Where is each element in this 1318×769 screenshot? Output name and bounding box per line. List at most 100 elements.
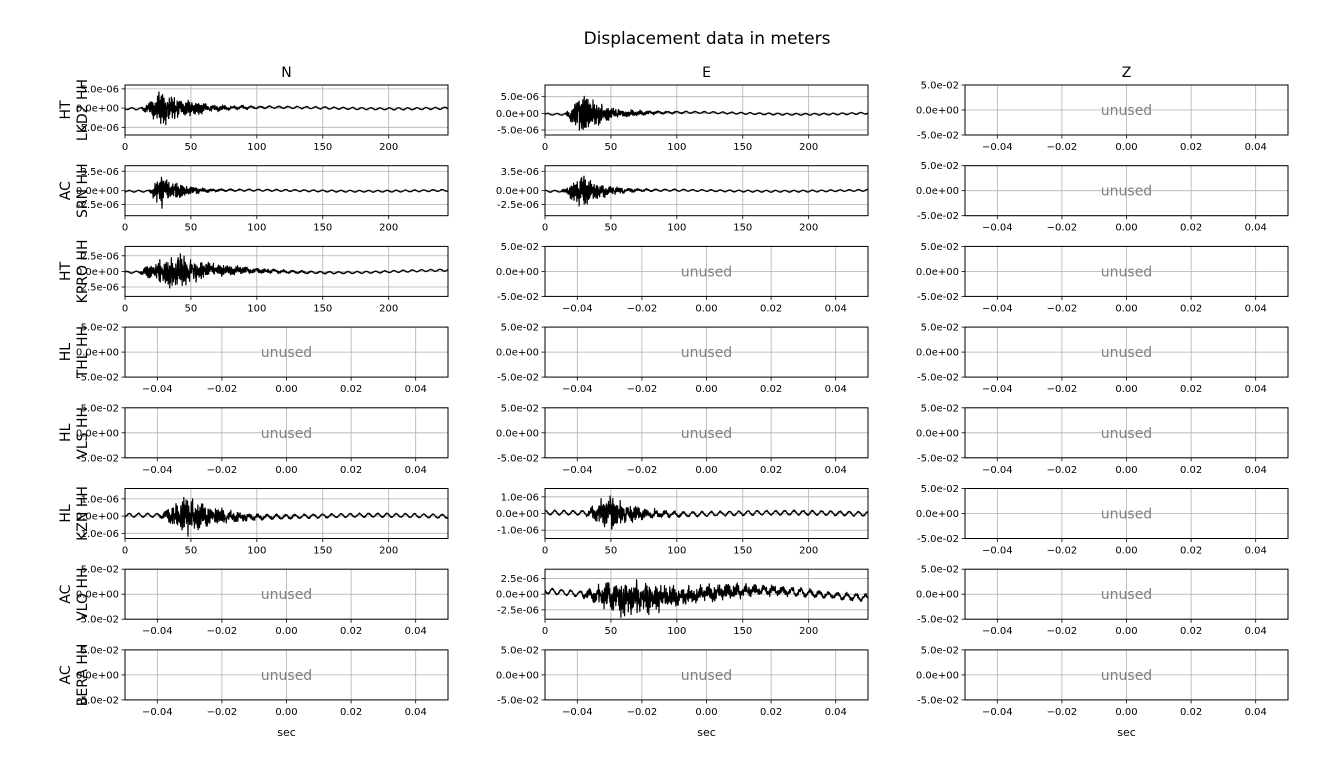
unused-label: unused xyxy=(1101,668,1152,684)
x-tick-label: −0.04 xyxy=(982,546,1013,557)
x-tick-label: 200 xyxy=(379,223,398,234)
unused-label: unused xyxy=(261,587,312,603)
panel-r7-c2: −0.04 −0.02 0.00 0.02 0.04 5.0e-02 0.0e+00 -5.0… xyxy=(916,645,1289,718)
x-tick-label: 0.04 xyxy=(1245,465,1267,476)
x-tick-label: 0.00 xyxy=(275,384,297,395)
x-tick-label: −0.04 xyxy=(142,626,173,637)
y-tick-label: 3.5e-06 xyxy=(501,167,539,178)
row-label-station: SRN HH xyxy=(75,163,91,218)
x-tick-label: 0.04 xyxy=(1245,384,1267,395)
x-tick-label: −0.04 xyxy=(982,142,1013,153)
unused-label: unused xyxy=(681,264,732,280)
x-tick-label: 0.04 xyxy=(825,303,847,314)
y-tick-label: -5.0e-02 xyxy=(917,695,959,706)
y-tick-label: -5.0e-02 xyxy=(917,292,959,303)
y-tick-label: 5.0e-02 xyxy=(81,645,119,656)
y-tick-label: -2.5e-06 xyxy=(77,200,119,211)
x-tick-label: −0.02 xyxy=(627,707,658,718)
panel-r5-c0: 0 50 100 150 200 1.0e-06 0.0e+00 -1.0e-06 xyxy=(76,488,449,557)
row-label-network: AC xyxy=(58,665,74,684)
row-label-network: HT xyxy=(58,100,74,120)
x-tick-label: 0 xyxy=(122,142,128,153)
x-tick-label: −0.04 xyxy=(982,223,1013,234)
x-tick-label: 0.04 xyxy=(405,465,427,476)
x-tick-label: −0.04 xyxy=(982,707,1013,718)
x-tick-label: 0.02 xyxy=(1180,142,1202,153)
seismogram-trace xyxy=(544,175,869,207)
panel-r6-c0: −0.04 −0.02 0.00 0.02 0.04 5.0e-02 0.0e+00 -5.0… xyxy=(76,565,449,637)
panel-frame xyxy=(964,245,1289,297)
y-tick-label: -5.0e-02 xyxy=(77,373,119,384)
x-tick-label: 0.04 xyxy=(405,626,427,637)
unused-label: unused xyxy=(1101,426,1152,442)
y-tick-label: 0.0e+00 xyxy=(76,428,119,439)
x-tick-label: 100 xyxy=(247,303,266,314)
x-tick-label: −0.04 xyxy=(982,384,1013,395)
y-tick-label: 0.0e+00 xyxy=(916,670,959,681)
x-tick-label: −0.04 xyxy=(562,465,593,476)
y-tick-label: 0.0e+00 xyxy=(496,267,539,278)
row-label-2: HT KPRO HH xyxy=(58,239,91,303)
y-tick-label: 5.0e-02 xyxy=(921,323,959,334)
x-tick-label: 0 xyxy=(542,626,548,637)
x-tick-label: 0.02 xyxy=(1180,626,1202,637)
panel-frame xyxy=(544,326,869,378)
y-tick-label: 0.0e+00 xyxy=(496,670,539,681)
unused-label: unused xyxy=(261,345,312,361)
unused-label: unused xyxy=(261,426,312,442)
x-tick-label: −0.02 xyxy=(207,465,238,476)
x-tick-label: 100 xyxy=(667,626,686,637)
panel-frame xyxy=(964,326,1289,378)
y-tick-label: -5.0e-02 xyxy=(917,131,959,142)
y-tick-label: 0.0e+00 xyxy=(916,590,959,601)
panel-frame xyxy=(124,84,449,136)
x-tick-label: −0.02 xyxy=(207,707,238,718)
y-tick-label: 5.0e-02 xyxy=(921,161,959,172)
x-tick-label: 0 xyxy=(542,546,548,557)
row-label-4: HL VLS HH xyxy=(58,407,91,459)
y-tick-label: 0.0e+00 xyxy=(76,348,119,359)
panel-r3-c0: −0.04 −0.02 0.00 0.02 0.04 5.0e-02 0.0e+00 -5.0… xyxy=(76,323,449,395)
y-tick-label: -5.0e-02 xyxy=(497,695,539,706)
y-tick-label: -5.0e-02 xyxy=(77,615,119,626)
x-tick-label: −0.02 xyxy=(1047,546,1078,557)
y-tick-label: 0.0e+00 xyxy=(496,428,539,439)
x-tick-label: 0.02 xyxy=(1180,384,1202,395)
y-tick-label: -2.5e-06 xyxy=(497,605,539,616)
x-tick-label: −0.04 xyxy=(982,465,1013,476)
x-tick-label: 100 xyxy=(247,223,266,234)
y-tick-label: 0.0e+00 xyxy=(76,186,119,197)
x-tick-label: 0.04 xyxy=(825,384,847,395)
x-tick-label: 100 xyxy=(667,142,686,153)
x-tick-label: 200 xyxy=(799,546,818,557)
x-tick-label: 50 xyxy=(605,223,618,234)
x-tick-label: 0.02 xyxy=(1180,303,1202,314)
x-tick-label: 0.02 xyxy=(340,707,362,718)
seismogram-trace xyxy=(124,253,449,289)
row-label-network: HT xyxy=(58,261,74,281)
panel-frame xyxy=(124,165,449,217)
row-label-3: HL THL HH xyxy=(58,326,91,379)
x-tick-label: −0.04 xyxy=(142,707,173,718)
y-tick-label: 1.0e-06 xyxy=(81,494,119,505)
y-tick-label: 0.0e+00 xyxy=(76,512,119,523)
y-tick-label: -5.0e-02 xyxy=(497,292,539,303)
y-tick-label: 5.0e-02 xyxy=(921,403,959,414)
x-tick-label: 50 xyxy=(605,626,618,637)
row-label-5: HL KZN HH xyxy=(58,486,91,541)
row-label-network: AC xyxy=(58,584,74,603)
x-tick-label: −0.02 xyxy=(627,384,658,395)
seismogram-trace xyxy=(124,496,449,537)
x-tick-label: 0.00 xyxy=(1115,142,1137,153)
y-tick-label: 0.0e+00 xyxy=(496,109,539,120)
y-tick-label: 0.0e+00 xyxy=(496,509,539,520)
y-tick-label: 5.0e-02 xyxy=(921,645,959,656)
x-tick-label: −0.02 xyxy=(627,303,658,314)
x-tick-label: 0.04 xyxy=(405,384,427,395)
x-tick-label: −0.02 xyxy=(207,626,238,637)
panel-r4-c2: −0.04 −0.02 0.00 0.02 0.04 5.0e-02 0.0e+00 -5.0… xyxy=(916,403,1289,476)
x-tick-label: 0.04 xyxy=(1245,303,1267,314)
x-tick-label: 0.02 xyxy=(1180,707,1202,718)
y-tick-label: -5.0e-02 xyxy=(917,373,959,384)
